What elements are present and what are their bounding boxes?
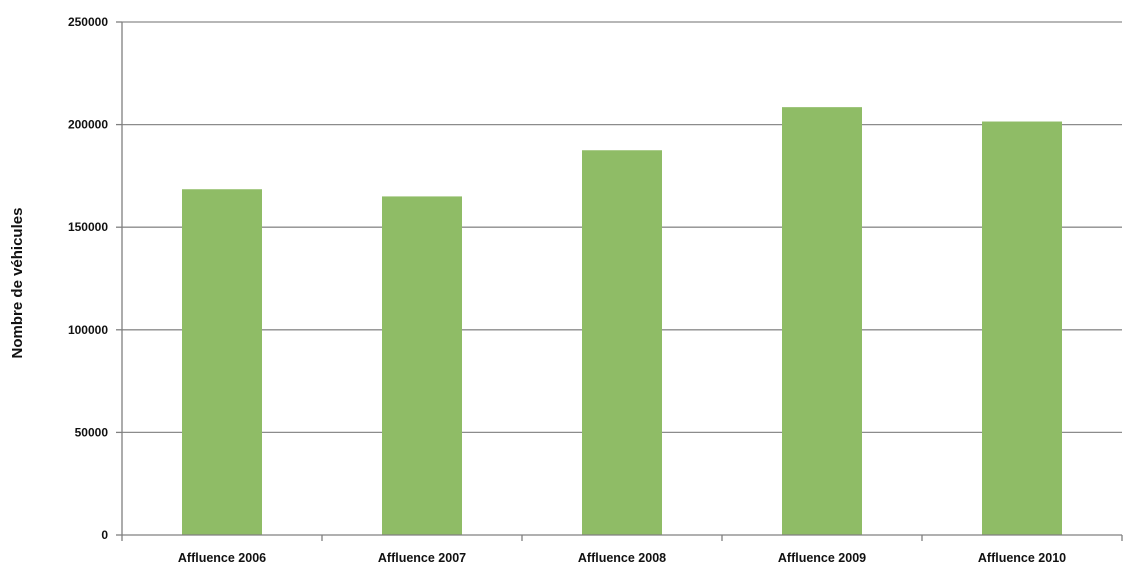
x-category-label: Affluence 2008 [578, 551, 666, 565]
x-category-label: Affluence 2006 [178, 551, 266, 565]
x-category-label: Affluence 2007 [378, 551, 466, 565]
bar-2 [382, 196, 462, 536]
axes [116, 21, 1123, 541]
bar-1 [182, 189, 262, 535]
bar-5 [982, 121, 1062, 535]
y-tick-labels: 0 50000 100000 150000 200000 250000 [68, 15, 108, 542]
y-tick-label: 0 [101, 528, 108, 542]
y-tick-label: 150000 [68, 220, 108, 234]
y-axis-title: Nombre de véhicules [9, 208, 26, 359]
y-tick-label: 50000 [75, 425, 109, 439]
bar-4 [782, 107, 862, 536]
y-tick-label: 250000 [68, 15, 108, 29]
y-tick-label: 100000 [68, 323, 108, 337]
y-tick-label: 200000 [68, 118, 108, 132]
x-category-labels: Affluence 2006 Affluence 2007 Affluence 20… [178, 551, 1066, 565]
bar-3 [582, 150, 662, 535]
bars [182, 107, 1062, 536]
x-category-label: Affluence 2010 [978, 551, 1066, 565]
x-category-label: Affluence 2009 [778, 551, 866, 565]
